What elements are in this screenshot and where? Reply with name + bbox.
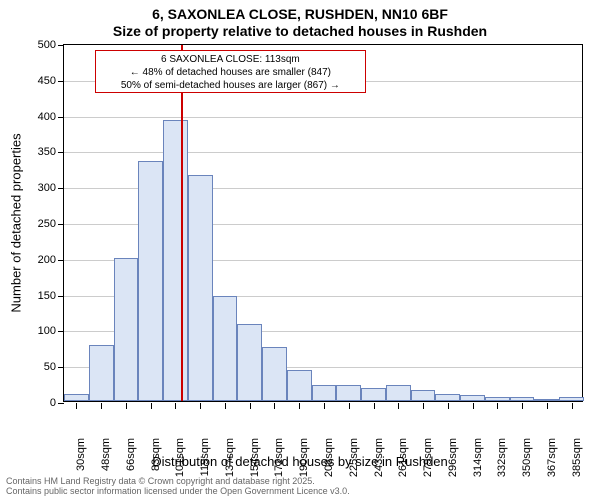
histogram-bar [114, 258, 139, 401]
y-tick-label: 450 [22, 75, 56, 87]
y-tick-label: 400 [22, 111, 56, 123]
y-tick-label: 200 [22, 254, 56, 266]
histogram-bar [89, 345, 114, 401]
histogram-bar [386, 385, 411, 401]
footer: Contains HM Land Registry data © Crown c… [6, 476, 600, 496]
histogram-bar [336, 385, 361, 401]
annotation-line: 6 SAXONLEA CLOSE: 113sqm [99, 53, 361, 66]
histogram-bar [411, 390, 436, 401]
x-axis-label: Distribution of detached houses by size … [0, 454, 600, 469]
gridline [64, 152, 582, 153]
histogram-bar [435, 394, 460, 401]
x-tick [448, 403, 449, 409]
x-tick [423, 403, 424, 409]
y-tick-label: 0 [22, 397, 56, 409]
x-tick [522, 403, 523, 409]
y-tick-label: 350 [22, 146, 56, 158]
x-tick [151, 403, 152, 409]
histogram-bar [361, 388, 386, 401]
x-tick [349, 403, 350, 409]
footer-line2: Contains public sector information licen… [6, 486, 600, 496]
annotation-line: ← 48% of detached houses are smaller (84… [99, 66, 361, 79]
annotation-line: 50% of semi-detached houses are larger (… [99, 79, 361, 92]
x-tick [274, 403, 275, 409]
footer-line1: Contains HM Land Registry data © Crown c… [6, 476, 600, 486]
y-tick [58, 188, 64, 189]
y-tick-label: 100 [22, 325, 56, 337]
histogram-bar [213, 296, 238, 401]
chart-title-line2: Size of property relative to detached ho… [0, 23, 600, 39]
y-tick-label: 50 [22, 361, 56, 373]
y-tick [58, 117, 64, 118]
y-tick-label: 250 [22, 218, 56, 230]
y-tick [58, 403, 64, 404]
histogram-bar [237, 324, 262, 401]
y-tick [58, 331, 64, 332]
y-tick-label: 300 [22, 182, 56, 194]
y-tick-label: 500 [22, 39, 56, 51]
y-tick [58, 296, 64, 297]
gridline [64, 117, 582, 118]
histogram-bar [287, 370, 312, 402]
y-tick [58, 81, 64, 82]
x-tick [547, 403, 548, 409]
histogram-bar [163, 120, 188, 401]
y-tick [58, 152, 64, 153]
x-tick [572, 403, 573, 409]
histogram-bar [460, 395, 485, 401]
histogram-bar [485, 397, 510, 401]
y-tick [58, 224, 64, 225]
x-tick [398, 403, 399, 409]
x-tick [473, 403, 474, 409]
histogram-bar [510, 397, 535, 401]
histogram-bar [559, 397, 584, 401]
x-tick [76, 403, 77, 409]
y-tick [58, 45, 64, 46]
x-tick [324, 403, 325, 409]
histogram-bar [262, 347, 287, 401]
annotation-box: 6 SAXONLEA CLOSE: 113sqm← 48% of detache… [95, 50, 365, 93]
x-tick [175, 403, 176, 409]
x-tick [225, 403, 226, 409]
histogram-bar [138, 161, 163, 401]
plot-area: 05010015020025030035040045050030sqm48sqm… [63, 44, 583, 402]
histogram-bar [312, 385, 337, 401]
x-tick [299, 403, 300, 409]
x-tick [497, 403, 498, 409]
histogram-bar [188, 175, 213, 401]
y-tick [58, 367, 64, 368]
x-tick [374, 403, 375, 409]
x-tick [200, 403, 201, 409]
x-tick [101, 403, 102, 409]
histogram-bar [534, 399, 559, 401]
reference-line [181, 45, 183, 401]
chart-title-line1: 6, SAXONLEA CLOSE, RUSHDEN, NN10 6BF [0, 6, 600, 22]
histogram-bar [64, 394, 89, 401]
y-tick [58, 260, 64, 261]
y-tick-label: 150 [22, 290, 56, 302]
x-tick [250, 403, 251, 409]
x-tick [126, 403, 127, 409]
